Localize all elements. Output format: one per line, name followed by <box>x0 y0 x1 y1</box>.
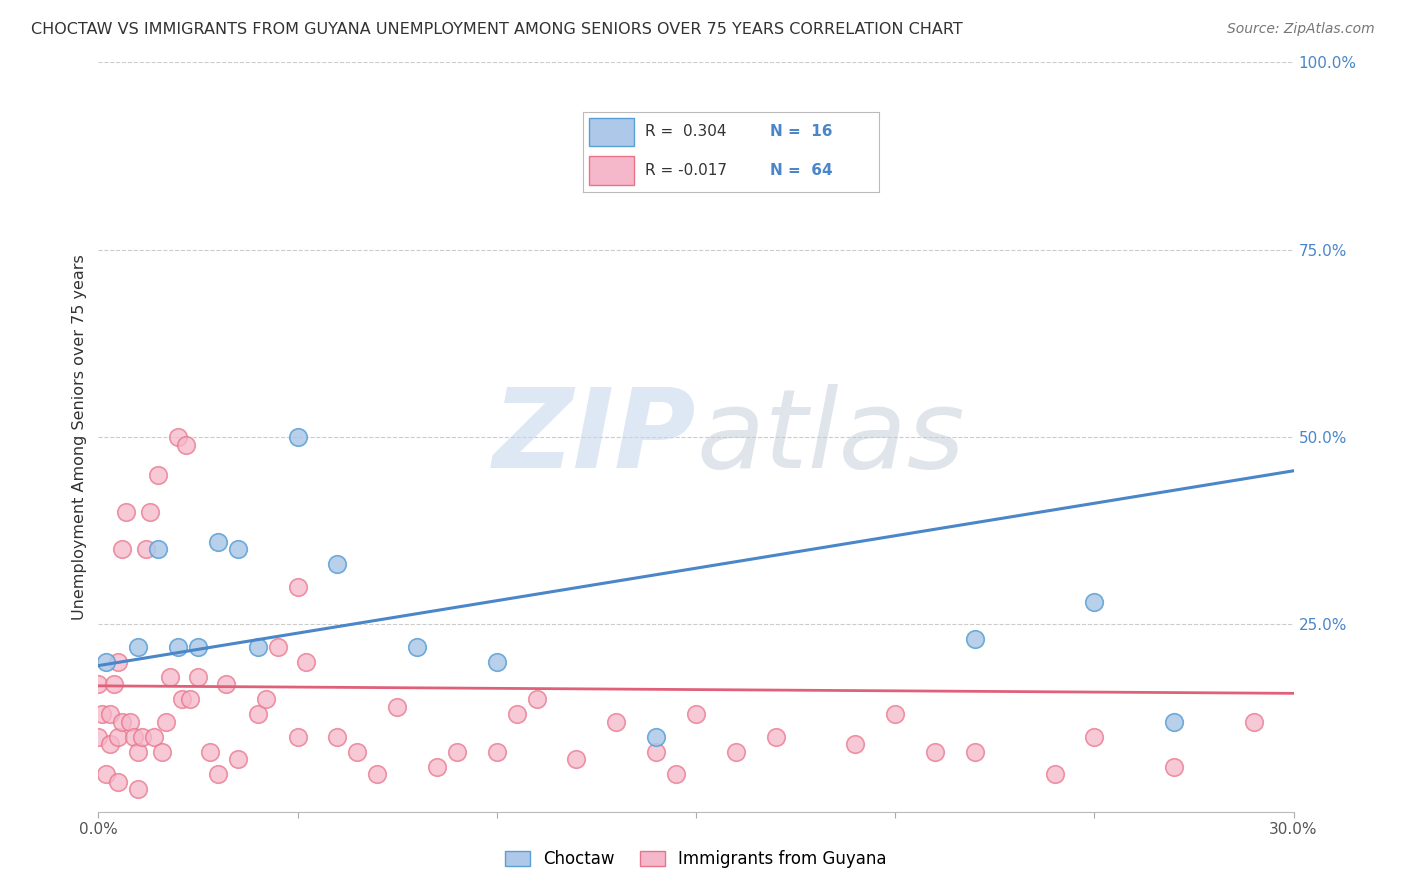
Point <box>167 430 190 444</box>
Point <box>1163 760 1185 774</box>
Point <box>645 730 668 744</box>
Text: atlas: atlas <box>696 384 965 491</box>
Text: N =  16: N = 16 <box>769 125 832 139</box>
Point <box>207 767 229 781</box>
Point <box>526 692 548 706</box>
Point <box>724 745 747 759</box>
Point <box>426 760 449 774</box>
Point <box>198 745 221 759</box>
Point <box>91 707 114 722</box>
Text: CHOCTAW VS IMMIGRANTS FROM GUYANA UNEMPLOYMENT AMONG SENIORS OVER 75 YEARS CORRE: CHOCTAW VS IMMIGRANTS FROM GUYANA UNEMPL… <box>31 22 963 37</box>
Point <box>124 730 146 744</box>
Point <box>131 730 153 744</box>
Point <box>103 677 125 691</box>
Text: R =  0.304: R = 0.304 <box>645 125 727 139</box>
Point <box>187 670 209 684</box>
Y-axis label: Unemployment Among Seniors over 75 years: Unemployment Among Seniors over 75 years <box>72 254 87 620</box>
Point <box>207 535 229 549</box>
Point <box>485 655 508 669</box>
Point <box>107 730 129 744</box>
Point <box>98 737 122 751</box>
Point <box>107 774 129 789</box>
Text: Source: ZipAtlas.com: Source: ZipAtlas.com <box>1227 22 1375 37</box>
Point <box>148 542 170 557</box>
Point <box>1083 730 1105 744</box>
Point <box>98 707 122 722</box>
Point <box>111 714 134 729</box>
Text: N =  64: N = 64 <box>769 163 832 178</box>
Point <box>215 677 238 691</box>
Point <box>127 640 149 654</box>
Point <box>172 692 194 706</box>
Point <box>246 640 269 654</box>
Legend: Choctaw, Immigrants from Guyana: Choctaw, Immigrants from Guyana <box>499 843 893 874</box>
Point <box>963 745 986 759</box>
Point <box>765 730 787 744</box>
Point <box>107 655 129 669</box>
FancyBboxPatch shape <box>589 118 634 146</box>
Point <box>366 767 388 781</box>
Point <box>96 655 118 669</box>
Point <box>226 542 249 557</box>
Point <box>135 542 157 557</box>
Point <box>155 714 177 729</box>
Point <box>148 467 170 482</box>
Point <box>1243 714 1265 729</box>
Point <box>446 745 468 759</box>
Point <box>844 737 866 751</box>
Point <box>139 505 162 519</box>
Point <box>87 677 110 691</box>
Point <box>645 745 668 759</box>
Point <box>174 437 197 451</box>
Point <box>87 730 110 744</box>
Point <box>179 692 201 706</box>
Point <box>254 692 277 706</box>
Point <box>485 745 508 759</box>
Point <box>884 707 907 722</box>
Point <box>287 580 309 594</box>
Point <box>246 707 269 722</box>
Point <box>963 632 986 647</box>
Point <box>111 542 134 557</box>
Point <box>115 505 138 519</box>
Point <box>924 745 946 759</box>
Point <box>127 745 149 759</box>
Point <box>385 699 409 714</box>
Point <box>287 430 309 444</box>
Point <box>120 714 142 729</box>
Text: ZIP: ZIP <box>492 384 696 491</box>
Point <box>506 707 529 722</box>
Point <box>605 714 627 729</box>
Point <box>267 640 290 654</box>
Point <box>1163 714 1185 729</box>
Point <box>127 782 149 797</box>
Point <box>187 640 209 654</box>
Point <box>150 745 173 759</box>
Point <box>346 745 368 759</box>
Point <box>1043 767 1066 781</box>
Point <box>1083 595 1105 609</box>
FancyBboxPatch shape <box>589 156 634 185</box>
Point <box>565 752 588 766</box>
Point <box>665 767 688 781</box>
Point <box>143 730 166 744</box>
Text: R = -0.017: R = -0.017 <box>645 163 727 178</box>
Point <box>159 670 181 684</box>
Point <box>326 558 349 572</box>
Point <box>294 655 316 669</box>
Point <box>326 730 349 744</box>
Point <box>406 640 429 654</box>
Point <box>685 707 707 722</box>
Point <box>96 767 118 781</box>
Point <box>287 730 309 744</box>
Point <box>167 640 190 654</box>
Point <box>226 752 249 766</box>
